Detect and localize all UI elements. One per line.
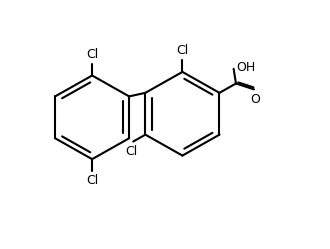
- Text: Cl: Cl: [125, 145, 138, 158]
- Text: Cl: Cl: [86, 174, 98, 187]
- Text: Cl: Cl: [176, 44, 188, 57]
- Text: Cl: Cl: [86, 48, 98, 61]
- Text: OH: OH: [236, 61, 255, 74]
- Text: O: O: [251, 93, 260, 106]
